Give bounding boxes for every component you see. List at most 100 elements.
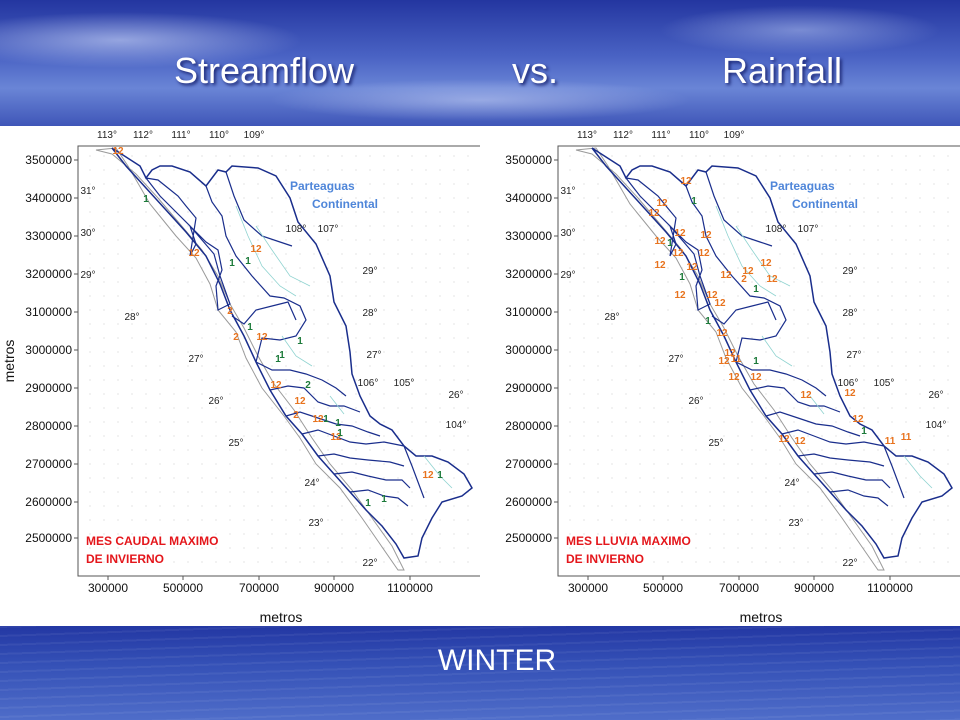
graticule-dot	[653, 239, 655, 241]
graticule-dot	[667, 323, 669, 325]
graticule-dot	[891, 505, 893, 507]
graticule-dot	[145, 407, 147, 409]
graticule-dot	[807, 295, 809, 297]
graticule-dot	[681, 421, 683, 423]
graticule-dot	[933, 505, 935, 507]
graticule-dot	[681, 351, 683, 353]
graticule-dot	[597, 337, 599, 339]
graticule-dot	[905, 365, 907, 367]
graticule-dot	[145, 533, 147, 535]
graticule-dot	[341, 169, 343, 171]
graticule-dot	[285, 295, 287, 297]
graticule-dot	[103, 449, 105, 451]
graticule-dot	[271, 421, 273, 423]
graticule-dot	[243, 505, 245, 507]
graticule-dot	[383, 407, 385, 409]
graticule-dot	[793, 533, 795, 535]
graticule-dot	[877, 365, 879, 367]
month-label: 1	[753, 284, 759, 295]
graticule-dot	[467, 519, 469, 521]
graticule-dot	[947, 449, 949, 451]
graticule-dot	[947, 295, 949, 297]
graticule-dot	[89, 197, 91, 199]
graticule-dot	[765, 477, 767, 479]
graticule-dot	[425, 505, 427, 507]
graticule-dot	[611, 407, 613, 409]
graticule-dot	[89, 267, 91, 269]
graticule-dot	[919, 155, 921, 157]
graticule-dot	[695, 505, 697, 507]
graticule-dot	[327, 281, 329, 283]
graticule-dot	[947, 379, 949, 381]
graticule-dot	[639, 491, 641, 493]
graticule-dot	[159, 267, 161, 269]
graticule-dot	[103, 169, 105, 171]
graticule-dot	[835, 169, 837, 171]
graticule-dot	[695, 561, 697, 563]
graticule-dot	[611, 505, 613, 507]
graticule-dot	[383, 547, 385, 549]
graticule-dot	[439, 379, 441, 381]
graticule-dot	[569, 239, 571, 241]
graticule-dot	[835, 477, 837, 479]
graticule-dot	[569, 477, 571, 479]
graticule-dot	[229, 365, 231, 367]
longitude-label: 110°	[209, 130, 229, 141]
graticule-dot	[411, 435, 413, 437]
graticule-dot	[639, 435, 641, 437]
graticule-dot	[821, 281, 823, 283]
graticule-dot	[369, 519, 371, 521]
graticule-dot	[369, 225, 371, 227]
graticule-dot	[947, 365, 949, 367]
graticule-dot	[625, 211, 627, 213]
graticule-dot	[751, 323, 753, 325]
graticule-dot	[327, 337, 329, 339]
graticule-dot	[341, 505, 343, 507]
graticule-dot	[313, 421, 315, 423]
graticule-dot	[737, 183, 739, 185]
graticule-dot	[299, 421, 301, 423]
graticule-dot	[737, 323, 739, 325]
graticule-dot	[215, 561, 217, 563]
graticule-dot	[653, 225, 655, 227]
graticule-dot	[173, 197, 175, 199]
graticule-dot	[327, 533, 329, 535]
graticule-dot	[667, 449, 669, 451]
graticule-dot	[397, 239, 399, 241]
graticule-dot	[835, 267, 837, 269]
graticule-dot	[821, 211, 823, 213]
graticule-dot	[159, 309, 161, 311]
graticule-dot	[383, 561, 385, 563]
graticule-dot	[425, 309, 427, 311]
graticule-dot	[103, 491, 105, 493]
graticule-dot	[411, 519, 413, 521]
graticule-dot	[117, 491, 119, 493]
graticule-dot	[807, 169, 809, 171]
graticule-dot	[877, 197, 879, 199]
graticule-dot	[299, 463, 301, 465]
graticule-dot	[187, 547, 189, 549]
graticule-dot	[877, 393, 879, 395]
graticule-dot	[807, 239, 809, 241]
graticule-dot	[695, 407, 697, 409]
graticule-dot	[439, 225, 441, 227]
graticule-dot	[597, 449, 599, 451]
graticule-dot	[849, 463, 851, 465]
graticule-dot	[863, 505, 865, 507]
graticule-dot	[383, 155, 385, 157]
month-label: 12	[718, 356, 730, 367]
graticule-dot	[653, 281, 655, 283]
divide-label: Parteaguas	[770, 179, 835, 193]
graticule-dot	[313, 379, 315, 381]
graticule-dot	[215, 393, 217, 395]
graticule-dot	[611, 365, 613, 367]
graticule-dot	[411, 379, 413, 381]
graticule-dot	[695, 239, 697, 241]
graticule-dot	[187, 337, 189, 339]
graticule-dot	[849, 211, 851, 213]
graticule-dot	[201, 435, 203, 437]
map-title-line2: DE INVIERNO	[86, 552, 165, 566]
graticule-dot	[779, 351, 781, 353]
graticule-dot	[905, 225, 907, 227]
graticule-dot	[905, 393, 907, 395]
